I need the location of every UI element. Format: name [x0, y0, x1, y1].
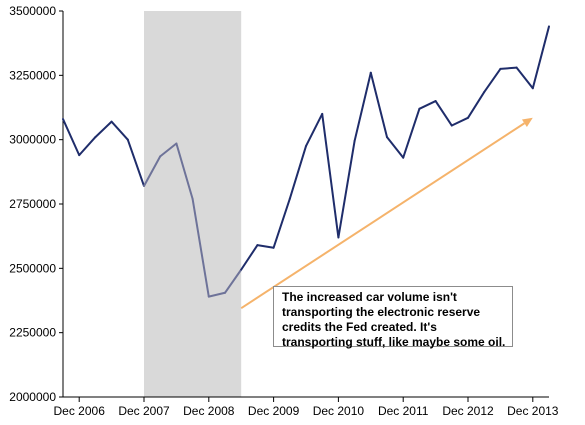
series-segment: [499, 66, 518, 70]
series-segment: [110, 120, 129, 141]
series-segment: [434, 100, 453, 127]
y-tick-label: 2250000: [9, 326, 56, 340]
series-segment: [467, 91, 486, 119]
y-tick-label: 3250000: [9, 68, 56, 82]
series-segment: [191, 197, 210, 298]
series-segment: [450, 116, 469, 127]
series-segment: [353, 71, 372, 142]
x-tick-label: Dec 2006: [54, 404, 106, 418]
series-segment: [288, 145, 307, 200]
y-tick-label: 2750000: [9, 197, 56, 211]
series-segment: [515, 66, 534, 90]
series-segment: [418, 100, 437, 110]
y-tick-label: 2500000: [9, 261, 56, 275]
series-segment: [159, 142, 178, 158]
series-segment: [321, 112, 340, 239]
series-segment: [224, 268, 243, 294]
series-segment: [483, 67, 502, 94]
series-segment: [126, 138, 145, 187]
x-tick-label: Dec 2010: [313, 404, 365, 418]
series-segment: [305, 112, 324, 148]
series-segment: [256, 244, 275, 249]
chart-annotation: The increased car volume isn't transport…: [273, 286, 513, 349]
series-segment: [240, 244, 259, 271]
series-segment: [94, 120, 113, 139]
series-segment: [386, 136, 405, 159]
series-segment: [175, 142, 194, 200]
y-tick-label: 3500000: [9, 4, 56, 18]
series-segment: [531, 25, 550, 90]
x-tick-label: Dec 2011: [378, 404, 429, 418]
series-segment: [78, 136, 97, 157]
x-tick-label: Dec 2013: [507, 404, 559, 418]
series-segment: [369, 71, 388, 139]
series-segment: [402, 107, 421, 159]
series-segment: [207, 291, 226, 298]
y-tick-label: 3000000: [9, 133, 56, 147]
x-tick-label: Dec 2012: [442, 404, 494, 418]
series-segment: [143, 155, 162, 187]
x-tick-label: Dec 2009: [248, 404, 300, 418]
trend-arrow-head: [521, 117, 533, 128]
x-tick-label: Dec 2007: [118, 404, 170, 418]
series-segment: [62, 118, 81, 157]
y-tick-label: 2000000: [9, 390, 56, 404]
x-tick-label: Dec 2008: [183, 404, 235, 418]
trend-arrow: [240, 122, 525, 310]
series-segment: [337, 139, 356, 239]
series-segment: [272, 197, 291, 249]
